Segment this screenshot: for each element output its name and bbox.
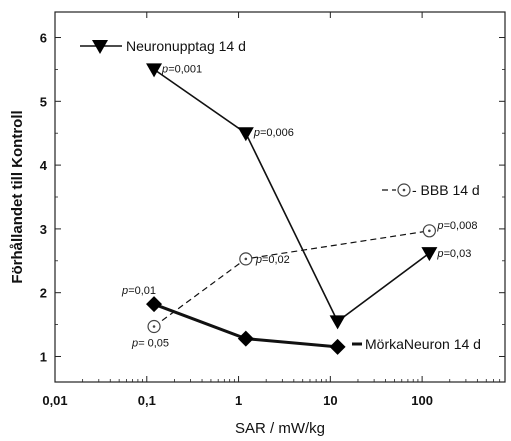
legend-label: - BBB 14 d [412, 182, 480, 198]
legend-marker-dot [402, 188, 406, 192]
series-line [153, 68, 430, 323]
y-tick-label: 3 [40, 222, 47, 237]
y-axis-label: Förhållandet till Kontroll [9, 110, 26, 283]
legend-marker [92, 40, 108, 54]
x-axis-label: SAR / mW/kg [235, 420, 325, 437]
data-point [146, 296, 163, 313]
x-tick-label: 0,01 [42, 393, 67, 408]
y-tick-label: 6 [40, 31, 47, 46]
y-tick-label: 1 [40, 349, 47, 364]
p-value-label: p=0,001 [161, 63, 202, 75]
data-point [421, 247, 438, 262]
data-point-dot [428, 229, 431, 233]
p-value-label: p=0,02 [255, 254, 290, 266]
data-point [329, 338, 346, 355]
x-tick-label: 100 [411, 393, 433, 408]
data-point [146, 63, 163, 78]
p-value-label: p= 0,05 [131, 338, 169, 350]
legend-label: MörkaNeuron 14 d [365, 336, 481, 352]
p-value-label: p=0,006 [253, 127, 294, 139]
p-value-label: p=0,008 [436, 220, 477, 232]
data-point [237, 330, 254, 347]
x-tick-label: 0,1 [138, 393, 156, 408]
p-value-label: p=0,01 [121, 285, 156, 297]
y-tick-label: 4 [40, 158, 48, 173]
p-value-label: p=0,03 [436, 248, 471, 260]
data-point-dot [152, 325, 156, 328]
data-point [237, 127, 254, 142]
x-tick-label: 1 [235, 393, 242, 408]
data-point-dot [244, 257, 248, 261]
x-tick-label: 10 [323, 393, 337, 408]
y-tick-label: 2 [40, 286, 47, 301]
data-point [329, 315, 346, 330]
legend-label: Neuronupptag 14 d [126, 38, 246, 54]
series-line [153, 230, 430, 327]
y-tick-label: 5 [40, 94, 47, 109]
